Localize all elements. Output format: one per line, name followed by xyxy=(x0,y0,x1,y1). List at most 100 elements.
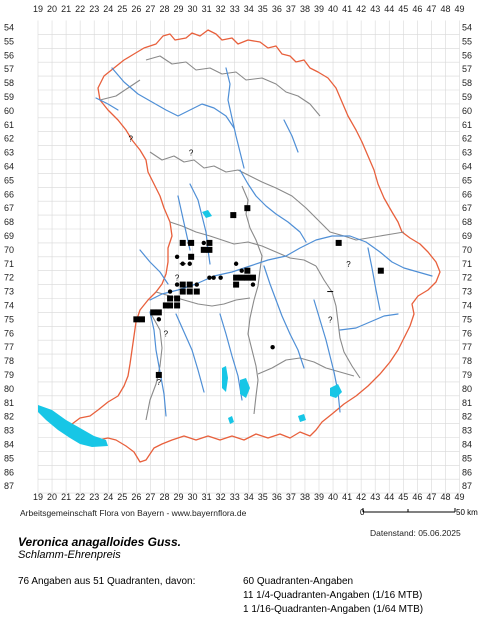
record-uncertain: ? xyxy=(157,378,162,387)
row-label-left: 81 xyxy=(4,398,14,408)
record-square xyxy=(244,205,251,212)
row-label-left: 70 xyxy=(4,245,14,255)
record-dot xyxy=(201,240,206,246)
column-label-bottom: 47 xyxy=(426,492,436,502)
record-square xyxy=(179,239,186,246)
row-label-right: 86 xyxy=(462,467,472,477)
record-square xyxy=(174,295,181,302)
column-label-bottom: 40 xyxy=(328,492,338,502)
column-label-top: 26 xyxy=(131,4,141,14)
record-square xyxy=(162,302,169,309)
record-square xyxy=(133,316,140,323)
column-label-bottom: 46 xyxy=(412,492,422,502)
column-label-bottom: 24 xyxy=(103,492,113,502)
column-label-top: 38 xyxy=(300,4,310,14)
record-square xyxy=(155,309,162,316)
column-label-top: 30 xyxy=(188,4,198,14)
record-square xyxy=(206,239,213,246)
record-square xyxy=(238,274,245,281)
column-label-top: 45 xyxy=(398,4,408,14)
column-label-top: 23 xyxy=(89,4,99,14)
row-label-right: 65 xyxy=(462,175,472,185)
record-dot xyxy=(270,344,275,350)
row-label-right: 74 xyxy=(462,300,472,310)
row-label-right: 58 xyxy=(462,78,472,88)
record-uncertain: ? xyxy=(346,260,351,269)
row-label-right: 59 xyxy=(462,92,472,102)
record-uncertain: ? xyxy=(328,315,333,324)
record-dot xyxy=(194,282,199,287)
scale-end-label: 50 km xyxy=(456,508,478,517)
record-dot xyxy=(174,282,180,287)
row-label-left: 76 xyxy=(4,328,14,338)
row-label-right: 84 xyxy=(462,439,472,449)
scale-bar xyxy=(362,508,456,513)
row-label-left: 63 xyxy=(4,148,14,158)
row-label-left: 69 xyxy=(4,231,14,241)
column-label-top: 32 xyxy=(216,4,226,14)
column-label-top: 34 xyxy=(244,4,254,14)
row-label-right: 54 xyxy=(462,22,472,32)
column-label-bottom: 25 xyxy=(117,492,127,502)
record-markers: ??????? xyxy=(129,135,384,387)
record-square xyxy=(233,281,240,288)
column-label-top: 29 xyxy=(173,4,183,14)
column-label-top: 48 xyxy=(440,4,450,14)
row-label-left: 61 xyxy=(4,120,14,130)
row-label-right: 81 xyxy=(462,398,472,408)
lake-constance xyxy=(38,405,108,447)
grid-axis-labels: 19 19 20 20 21 21 22 22 23 23 24 24 25 25 26 26 27 27 28 28… xyxy=(4,4,472,502)
column-label-bottom: 19 xyxy=(33,492,43,502)
record-square xyxy=(249,274,256,281)
column-label-bottom: 42 xyxy=(356,492,366,502)
column-label-bottom: 33 xyxy=(230,492,240,502)
column-label-bottom: 44 xyxy=(384,492,394,502)
row-label-left: 80 xyxy=(4,384,14,394)
column-label-bottom: 34 xyxy=(244,492,254,502)
record-square xyxy=(377,267,384,274)
row-label-left: 83 xyxy=(4,426,14,436)
column-label-bottom: 26 xyxy=(131,492,141,502)
column-label-bottom: 29 xyxy=(173,492,183,502)
german-name: Schlamm-Ehrenpreis xyxy=(18,549,121,561)
row-label-left: 54 xyxy=(4,22,14,32)
column-label-top: 20 xyxy=(47,4,57,14)
row-label-left: 64 xyxy=(4,161,14,171)
record-square xyxy=(188,253,195,260)
row-label-right: 70 xyxy=(462,245,472,255)
row-label-left: 77 xyxy=(4,342,14,352)
row-label-right: 79 xyxy=(462,370,472,380)
record-dot xyxy=(167,289,173,294)
column-label-top: 33 xyxy=(230,4,240,14)
column-label-bottom: 32 xyxy=(216,492,226,502)
column-label-bottom: 27 xyxy=(145,492,155,502)
column-label-top: 40 xyxy=(328,4,338,14)
record-dot xyxy=(218,275,223,280)
lakes xyxy=(38,210,342,447)
row-label-right: 62 xyxy=(462,134,472,144)
scale-start-label: 0 xyxy=(360,508,365,517)
record-uncertain: ? xyxy=(189,149,194,158)
row-label-right: 63 xyxy=(462,148,472,158)
row-label-right: 76 xyxy=(462,328,472,338)
record-square xyxy=(179,288,186,295)
record-dot xyxy=(211,275,216,280)
species-name: Veronica anagalloides Guss. xyxy=(18,535,181,549)
column-label-bottom: 21 xyxy=(61,492,71,502)
column-label-bottom: 41 xyxy=(342,492,352,502)
row-label-left: 87 xyxy=(4,481,14,491)
stat-quadrant: 60 Quadranten-Angaben xyxy=(243,576,354,587)
column-label-top: 31 xyxy=(202,4,212,14)
row-label-right: 72 xyxy=(462,273,472,283)
record-dot xyxy=(156,317,162,322)
row-label-left: 78 xyxy=(4,356,14,366)
row-label-left: 59 xyxy=(4,92,14,102)
column-label-bottom: 45 xyxy=(398,492,408,502)
column-label-top: 43 xyxy=(370,4,380,14)
row-label-right: 80 xyxy=(462,384,472,394)
record-dot xyxy=(233,261,239,266)
column-label-bottom: 20 xyxy=(47,492,57,502)
row-label-left: 73 xyxy=(4,287,14,297)
row-label-left: 60 xyxy=(4,106,14,116)
row-label-right: 87 xyxy=(462,481,472,491)
